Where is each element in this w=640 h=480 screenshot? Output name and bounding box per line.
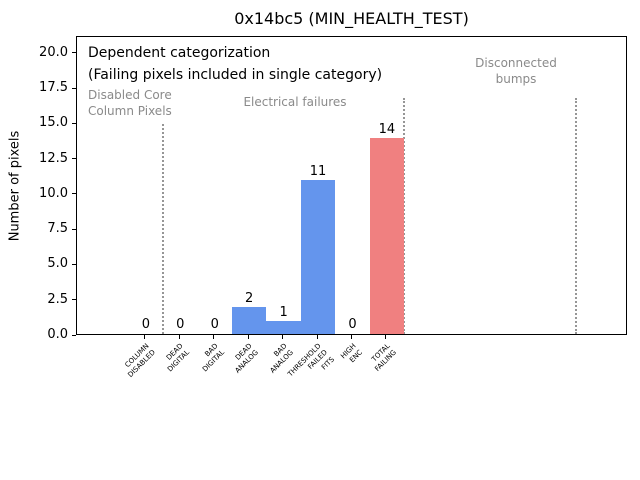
x-tick-mark: [213, 335, 215, 339]
x-tick-mark: [385, 335, 387, 339]
y-tick-label: 2.5: [47, 291, 68, 307]
y-tick-label: 0.0: [47, 327, 68, 342]
bar-value-label: 0: [348, 317, 357, 332]
x-tick-label: HIGH ENC: [338, 342, 364, 365]
y-tick-label: 5.0: [47, 256, 68, 272]
x-tick-mark: [316, 335, 318, 339]
x-tick-label: BAD ANALOG: [268, 342, 295, 376]
y-tick-label: 15.0: [39, 115, 68, 131]
x-tick-label: THRESHOLD FAILED FITS: [286, 342, 337, 379]
annotation-disabled-core-column-pixels: Disabled Core Column Pixels: [88, 88, 172, 118]
x-tick-mark: [247, 335, 249, 339]
chart-title: 0x14bc5 (MIN_HEALTH_TEST): [234, 9, 469, 28]
x-tick-label: TOTAL FAILING: [370, 342, 399, 374]
bar-value-label: 2: [245, 290, 254, 306]
bar-value-label: 11: [309, 163, 327, 179]
x-tick-mark: [178, 335, 180, 339]
x-tick-label: BAD DIGITAL: [201, 342, 227, 374]
y-tick-label: 7.5: [47, 221, 68, 237]
bar: [369, 137, 405, 334]
bar-value-label: 0: [141, 317, 151, 332]
x-tick-mark: [351, 335, 352, 339]
bar: [231, 306, 267, 334]
annotation-failing-pixels-note: (Failing pixels included in single categ…: [88, 67, 383, 83]
y-tick-label: 17.5: [39, 80, 68, 96]
y-tick-label: 10.0: [39, 185, 68, 201]
x-tick-mark: [144, 335, 146, 339]
x-tick-label: DEAD DIGITAL: [165, 342, 192, 374]
annotation-electrical-failures: Electrical failures: [243, 95, 347, 109]
y-tick-label: 20.0: [39, 44, 68, 60]
separator-line: [162, 124, 165, 334]
separator-line: [403, 97, 406, 334]
plot-area: Dependent categorization (Failing pixels…: [76, 36, 627, 335]
bar-value-label: 0: [210, 317, 219, 332]
x-tick-label: COLUMN DISABLED: [123, 342, 158, 380]
bar-value-label: 1: [279, 304, 288, 320]
y-axis-label: Number of pixels: [7, 130, 23, 242]
bar-value-label: 14: [378, 121, 396, 137]
annotation-dependent-categorization: Dependent categorization: [88, 45, 271, 61]
y-tick-label: 12.5: [39, 150, 68, 166]
bar: [300, 179, 336, 334]
x-tick-label: DEAD ANALOG: [234, 342, 261, 376]
annotation-disconnected-bumps: Disconnected bumps: [475, 56, 557, 86]
separator-line: [575, 97, 578, 334]
bar-value-label: 0: [176, 317, 185, 332]
x-tick-mark: [282, 335, 284, 339]
bar: [266, 320, 301, 334]
